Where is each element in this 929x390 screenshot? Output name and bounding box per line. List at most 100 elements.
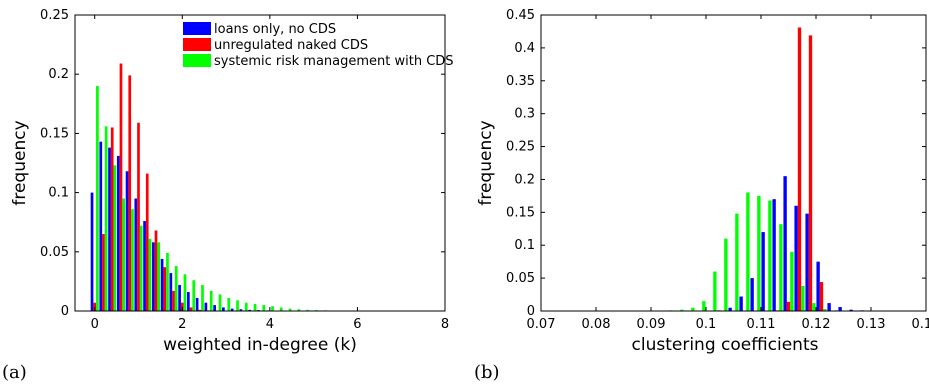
bar-a-s0-7 (151, 242, 155, 311)
bar-a-s0-12 (195, 297, 199, 311)
x-tick-label-b-6: 0.13 (857, 317, 886, 332)
bar-a-s1-7 (154, 230, 158, 311)
x-tick-label-b-5: 0.12 (802, 317, 831, 332)
y-axis-label-a: frequency (10, 120, 30, 205)
legend-swatch-0 (183, 22, 211, 35)
bar-b-s1-25 (819, 282, 824, 311)
bar-a-s0-16 (230, 308, 234, 311)
bar-b-s2-19 (757, 195, 761, 311)
y-tick-label-a-3: 0.15 (40, 126, 69, 141)
bar-a-s2-6 (148, 238, 152, 311)
bar-a-s0-10 (178, 284, 181, 311)
bar-a-s0-5 (134, 198, 138, 311)
chart-clustering-coefficients: 0.07 0.08 0.09 0.1 0.11 0.12 0.13 0.14 0 0.05 0.1 0… (476, 8, 929, 355)
x-tick-label-b-3: 0.1 (696, 317, 717, 332)
x-axis-label-a: weighted in-degree (k) (163, 335, 357, 355)
y-tick-label-a-2: 0.1 (48, 186, 69, 201)
bar-a-s2-16 (236, 300, 239, 311)
bar-a-s2-5 (139, 225, 143, 311)
legend-label-1: unregulated naked CDS (214, 38, 368, 53)
bar-a-s1-3 (119, 63, 123, 311)
bar-a-s2-1 (104, 126, 108, 311)
y-tick-label-b-6: 0.3 (514, 107, 535, 122)
bar-a-s2-17 (244, 302, 248, 311)
bar-b-s0-19 (750, 278, 754, 311)
bar-a-s0-6 (143, 221, 146, 311)
legend-swatch-2 (183, 54, 211, 67)
bar-a-s2-12 (201, 284, 204, 311)
bar-a-s1-12 (198, 309, 202, 311)
x-tick-label-b-2: 0.09 (637, 317, 666, 332)
x-tick-label-a-1: 2 (178, 317, 186, 332)
bar-a-s1-4 (128, 75, 132, 311)
bar-b-s0-21 (772, 199, 776, 311)
x-tick-label-b-7: 0.14 (912, 317, 929, 332)
chart-weighted-in-degree: 0 2 4 6 8 0 0.05 0.1 0.15 0.2 0.25 loans only, no … (10, 8, 454, 355)
bar-a-s0-1 (99, 141, 103, 311)
bar-a-s2-20 (271, 306, 274, 311)
y-tick-label-a-4: 0.2 (48, 67, 69, 82)
bar-a-s0-18 (248, 309, 251, 311)
bar-a-s1-1 (102, 234, 105, 311)
bar-a-s2-0 (96, 86, 99, 311)
bar-a-s0-17 (239, 309, 243, 311)
y-tick-label-b-0: 0 (527, 304, 535, 319)
y-tick-label-b-5: 0.25 (506, 140, 535, 155)
bar-b-s0-26 (827, 303, 831, 311)
x-tick-label-b-4: 0.11 (747, 317, 776, 332)
y-tick-label-b-8: 0.4 (514, 41, 535, 56)
bar-a-s2-3 (122, 198, 126, 311)
x-axis-label-b: clustering coefficients (632, 335, 819, 355)
bar-b-s0-28 (849, 309, 853, 311)
bar-b-s2-25 (823, 309, 827, 311)
y-tick-label-a-1: 0.05 (40, 245, 69, 260)
bar-a-s0-2 (108, 147, 111, 311)
bar-b-s2-17 (735, 213, 739, 311)
bar-a-s1-2 (110, 127, 114, 311)
bar-a-s1-10 (180, 302, 184, 311)
bar-b-s2-18 (746, 192, 750, 311)
plot-frame-b (540, 14, 927, 312)
bar-a-s1-5 (137, 122, 140, 312)
y-tick-label-b-4: 0.2 (514, 172, 535, 187)
x-tick-label-a-4: 8 (441, 317, 449, 332)
bar-b-s2-20 (768, 200, 772, 311)
bar-a-s2-18 (253, 303, 257, 311)
bar-b-s2-23 (801, 286, 805, 311)
bar-a-s2-23 (297, 309, 301, 311)
ticks-a: 0 2 4 6 8 0 0.05 0.1 0.15 0.2 0.25 (40, 8, 449, 332)
bar-b-s0-20 (761, 232, 765, 311)
bar-a-s2-2 (113, 165, 117, 311)
bar-a-s0-11 (187, 292, 190, 311)
ticks-b: 0.07 0.08 0.09 0.1 0.11 0.12 0.13 0.14 0 0.05 0.1 0… (506, 8, 929, 332)
y-tick-label-b-2: 0.1 (514, 238, 535, 253)
bar-a-s0-14 (213, 305, 216, 311)
bar-a-s1-8 (163, 267, 167, 311)
bar-b-s0-25 (816, 261, 820, 311)
legend-swatch-1 (183, 38, 211, 51)
panel-label-a: (a) (2, 362, 27, 383)
bar-b-s2-21 (779, 224, 783, 311)
bar-b-s2-15 (713, 271, 717, 311)
bar-a-s2-24 (306, 309, 309, 311)
bar-a-s2-11 (192, 280, 196, 311)
panel-label-b: (b) (474, 362, 500, 383)
bar-b-s0-27 (838, 307, 842, 311)
y-tick-label-b-7: 0.35 (506, 74, 535, 89)
bar-a-s2-4 (131, 209, 134, 311)
y-tick-label-b-3: 0.15 (506, 205, 535, 220)
bar-b-s0-23 (794, 205, 798, 311)
bar-a-s0-15 (222, 307, 225, 311)
y-tick-label-a-5: 0.25 (40, 8, 69, 23)
y-tick-label-b-1: 0.05 (506, 271, 535, 286)
bar-a-s1-11 (189, 307, 193, 311)
y-tick-label-b-9: 0.45 (506, 8, 535, 23)
bar-a-s0-9 (169, 273, 173, 311)
legend-label-0: loans only, no CDS (214, 22, 336, 37)
bar-a-s2-13 (209, 290, 213, 311)
bar-a-s2-7 (157, 242, 161, 311)
bars-b (669, 27, 864, 311)
bar-a-s0-4 (125, 171, 129, 311)
